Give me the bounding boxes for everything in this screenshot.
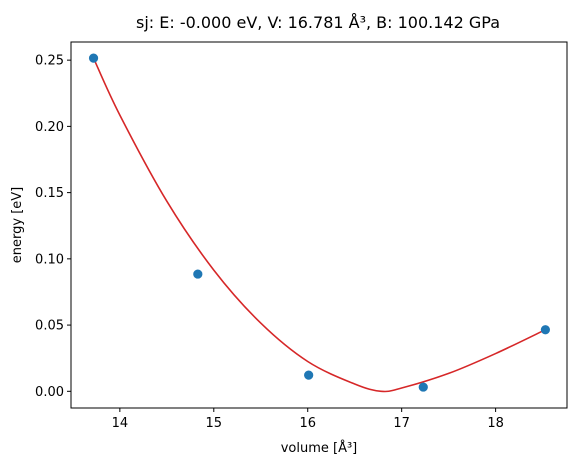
- y-tick-label: 0.25: [35, 54, 64, 69]
- x-tick-label: 16: [299, 416, 316, 431]
- y-axis: 0.00 0.05 0.10 0.15 0.20 0.25: [35, 54, 71, 400]
- data-point: [193, 269, 203, 279]
- data-point: [418, 382, 428, 392]
- y-tick-label: 0.20: [35, 120, 64, 135]
- y-tick-label: 0.05: [35, 319, 64, 334]
- x-tick-label: 14: [112, 416, 129, 431]
- y-tick-label: 0.00: [35, 385, 64, 400]
- plot-area: [88, 53, 550, 393]
- data-point: [88, 53, 99, 63]
- y-axis-label: energy [eV]: [10, 187, 25, 263]
- x-tick-label: 18: [487, 416, 504, 431]
- x-axis: 14 15 16 17 18: [112, 408, 504, 431]
- x-tick-label: 15: [206, 416, 223, 431]
- y-tick-label: 0.15: [35, 186, 64, 201]
- axes-frame: [70, 41, 568, 409]
- data-point: [540, 325, 550, 335]
- x-tick-label: 17: [393, 416, 410, 431]
- data-point: [304, 370, 314, 380]
- fit-curve: [92, 57, 546, 393]
- x-axis-label: volume [Å³]: [281, 440, 358, 456]
- y-tick-label: 0.10: [35, 252, 64, 267]
- chart-title: sj: E: -0.000 eV, V: 16.781 Å³, B: 100.1…: [136, 13, 500, 32]
